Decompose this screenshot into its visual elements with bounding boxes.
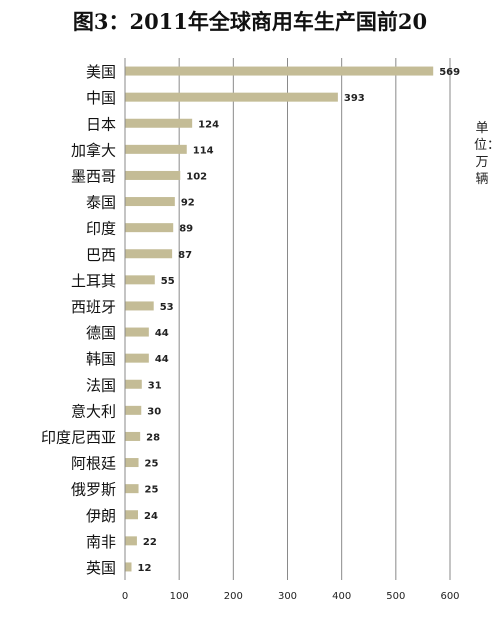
value-label: 12 <box>138 563 152 574</box>
bar <box>125 484 139 494</box>
category-label: 法国 <box>86 376 116 394</box>
category-label: 加拿大 <box>71 141 116 159</box>
bar <box>125 170 181 180</box>
unit-label: 单位：万辆 <box>474 121 500 187</box>
category-label: 英国 <box>86 559 116 577</box>
category-label: 意大利 <box>71 402 116 420</box>
x-tick-label: 500 <box>386 591 405 602</box>
bar <box>125 379 142 389</box>
bar <box>125 197 175 207</box>
bar <box>125 327 149 337</box>
bar <box>125 66 434 76</box>
bar <box>125 144 187 154</box>
bar <box>125 249 173 259</box>
bar <box>125 275 155 285</box>
category-labels: 美国中国日本加拿大墨西哥泰国印度巴西土耳其西班牙德国韩国法国意大利印度尼西亚阿根… <box>41 63 116 577</box>
value-label: 30 <box>147 406 161 417</box>
value-label: 44 <box>155 354 169 365</box>
value-label: 22 <box>143 537 157 548</box>
bar <box>125 562 132 572</box>
category-label: 土耳其 <box>71 272 116 290</box>
value-label: 55 <box>161 276 175 287</box>
category-label: 韩国 <box>86 350 116 368</box>
bar <box>125 510 138 520</box>
category-label: 印度 <box>86 220 116 238</box>
bar <box>125 536 137 546</box>
category-label: 日本 <box>86 115 116 133</box>
category-label: 德国 <box>86 324 116 342</box>
chart-title: 图3：2011年全球商用车生产国前20 <box>72 9 428 34</box>
value-label: 25 <box>145 459 159 470</box>
bar <box>125 431 141 441</box>
category-label: 中国 <box>86 89 116 107</box>
value-label: 87 <box>178 250 192 261</box>
category-label: 伊朗 <box>86 507 116 525</box>
bars <box>125 66 434 572</box>
category-label: 西班牙 <box>71 298 116 316</box>
value-label: 31 <box>148 380 162 391</box>
value-label: 569 <box>439 67 460 78</box>
value-label: 44 <box>155 328 169 339</box>
x-tick-label: 600 <box>440 591 459 602</box>
bar <box>125 353 149 363</box>
gridlines <box>178 58 451 580</box>
bar <box>125 458 139 468</box>
category-label: 印度尼西亚 <box>41 428 116 446</box>
category-label: 墨西哥 <box>71 167 116 185</box>
category-label: 美国 <box>86 63 116 81</box>
x-tick-label: 200 <box>224 591 243 602</box>
value-label: 124 <box>198 119 219 130</box>
value-label: 53 <box>160 302 174 313</box>
value-label: 25 <box>145 485 159 496</box>
category-label: 俄罗斯 <box>71 481 116 499</box>
bar <box>125 405 142 415</box>
x-tick-labels: 0 100 200 300 400 500 600 <box>122 591 460 602</box>
value-label: 92 <box>181 198 195 209</box>
value-label: 114 <box>193 145 214 156</box>
category-label: 泰国 <box>86 194 116 212</box>
value-label: 28 <box>146 432 160 443</box>
value-labels: 569 393 124 114 102 92 89 87 55 53 44 44 31 30 28 25 25 2… <box>138 67 461 574</box>
category-label: 南非 <box>86 533 116 551</box>
bar <box>125 223 174 233</box>
bar <box>125 118 193 128</box>
value-label: 89 <box>179 224 193 235</box>
x-tick-label: 400 <box>332 591 351 602</box>
x-tick-label: 0 <box>122 591 128 602</box>
x-tick-label: 100 <box>170 591 189 602</box>
bar <box>125 92 338 102</box>
bar <box>125 301 154 311</box>
category-label: 巴西 <box>86 246 116 264</box>
x-tick-label: 300 <box>278 591 297 602</box>
category-label: 阿根廷 <box>71 455 116 473</box>
value-label: 102 <box>186 171 207 182</box>
value-label: 24 <box>144 511 158 522</box>
value-label: 393 <box>344 93 365 104</box>
